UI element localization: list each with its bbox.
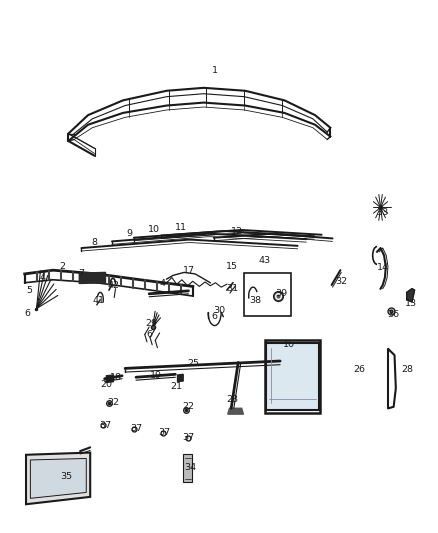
Text: 43: 43 <box>258 256 271 265</box>
Text: 15: 15 <box>226 262 238 271</box>
Polygon shape <box>228 408 244 414</box>
Bar <box>266 343 318 410</box>
Text: 18: 18 <box>110 373 122 382</box>
Text: 22: 22 <box>107 398 119 407</box>
Bar <box>265 341 320 413</box>
Text: 28: 28 <box>402 365 413 374</box>
Polygon shape <box>407 289 415 302</box>
Text: 6: 6 <box>212 312 218 321</box>
Bar <box>244 273 290 316</box>
Text: 8: 8 <box>92 238 98 247</box>
Text: 31: 31 <box>226 284 238 293</box>
Text: 4: 4 <box>39 273 45 282</box>
Text: 16: 16 <box>283 340 295 349</box>
Text: 37: 37 <box>130 424 142 433</box>
Polygon shape <box>177 374 183 382</box>
Text: 38: 38 <box>249 296 261 305</box>
Text: 9: 9 <box>127 229 132 238</box>
Text: 4: 4 <box>159 279 165 288</box>
Text: 1: 1 <box>212 66 218 75</box>
Text: 29: 29 <box>145 319 157 328</box>
Text: 36: 36 <box>388 310 400 319</box>
Polygon shape <box>79 272 106 284</box>
Text: 41: 41 <box>93 296 105 305</box>
Text: 7: 7 <box>78 269 85 278</box>
Text: 14: 14 <box>377 263 389 272</box>
Text: 39: 39 <box>276 289 287 298</box>
Polygon shape <box>106 375 113 382</box>
Text: 37: 37 <box>99 421 112 430</box>
Text: 22: 22 <box>183 402 194 411</box>
Text: 13: 13 <box>405 299 417 308</box>
Text: 6: 6 <box>146 330 152 339</box>
Text: 26: 26 <box>353 365 366 374</box>
Text: 34: 34 <box>184 463 197 472</box>
Text: 30: 30 <box>213 306 225 316</box>
Text: 33: 33 <box>377 208 389 217</box>
Text: 17: 17 <box>183 265 194 274</box>
Text: 19: 19 <box>150 370 162 379</box>
Text: 32: 32 <box>335 277 347 286</box>
Polygon shape <box>30 458 86 498</box>
Text: 6: 6 <box>24 309 30 318</box>
Text: 37: 37 <box>182 433 194 442</box>
Text: 10: 10 <box>148 225 160 234</box>
Text: 37: 37 <box>159 428 170 437</box>
Text: 42: 42 <box>107 281 119 290</box>
Text: 23: 23 <box>226 395 238 404</box>
Text: 20: 20 <box>100 380 113 389</box>
Bar <box>183 454 192 482</box>
Text: 25: 25 <box>187 359 199 368</box>
Text: 12: 12 <box>230 227 243 236</box>
Text: 5: 5 <box>26 286 32 295</box>
Text: 35: 35 <box>60 472 72 481</box>
Text: 2: 2 <box>59 262 65 271</box>
Polygon shape <box>26 453 90 504</box>
Text: 11: 11 <box>175 223 187 232</box>
Text: 21: 21 <box>171 382 183 391</box>
